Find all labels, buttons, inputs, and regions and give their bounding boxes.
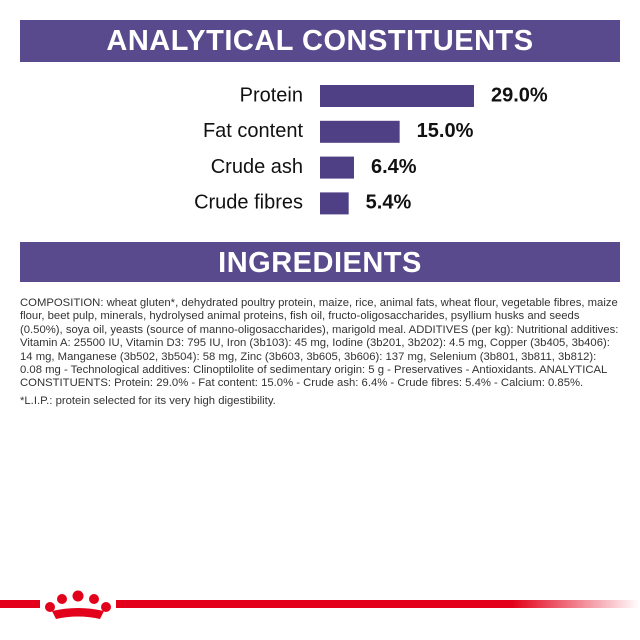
chart: Protein 29.0% Fat content 15.0% Crude ash 6.4… xyxy=(194,84,548,215)
crown-logo xyxy=(40,590,116,623)
value-label: 15.0% xyxy=(417,120,474,142)
section-banner: INGREDIENTS xyxy=(20,242,620,282)
category-label: Crude fibres xyxy=(194,192,303,214)
category-label: Protein xyxy=(240,84,303,106)
footnote: *L.I.P.: protein selected for its very h… xyxy=(20,395,276,407)
value-label: 6.4% xyxy=(371,156,417,178)
bar xyxy=(320,120,400,143)
category-label: Fat content xyxy=(203,120,304,142)
composition-text: COMPOSITION: wheat gluten*, dehydrated p… xyxy=(20,297,619,390)
bar xyxy=(320,85,474,107)
section-banner: ANALYTICAL CONSTITUENTS xyxy=(20,20,620,62)
category-label: Crude ash xyxy=(211,156,303,178)
footer-stripe xyxy=(0,600,640,608)
value-label: 5.4% xyxy=(366,192,412,214)
bar xyxy=(320,192,349,215)
bar xyxy=(320,156,354,179)
footer xyxy=(0,590,640,623)
value-label: 29.0% xyxy=(491,84,548,106)
